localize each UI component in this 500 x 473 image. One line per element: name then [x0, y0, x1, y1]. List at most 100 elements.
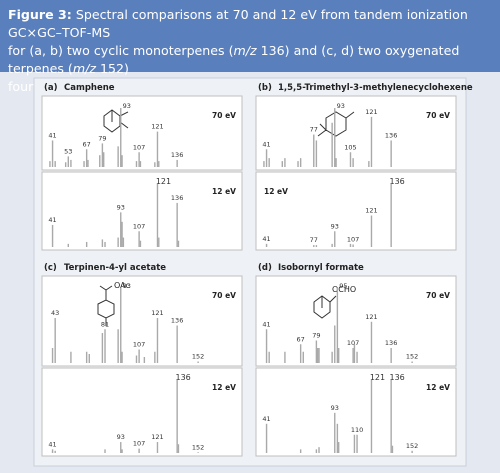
caption: for (a, b) two cyclic monoterpenes ( [8, 43, 234, 58]
peak-label: 110 [351, 426, 363, 434]
peak [337, 348, 340, 363]
caption-box: Figure 3: Spectral comparisons at 70 and… [0, 0, 500, 94]
spectrum-box [41, 95, 243, 171]
peak [268, 158, 270, 167]
peak-label: 53 [64, 147, 72, 155]
peak [263, 161, 265, 167]
caption: 136) and (c, d) two oxygenated terpenes … [8, 43, 460, 76]
energy-label: 12 eV [212, 187, 236, 196]
peak [265, 423, 268, 453]
spectrum-box [255, 171, 457, 251]
peak [51, 348, 54, 363]
peak [143, 357, 146, 363]
peak [54, 318, 56, 363]
energy-label: 12 eV [212, 383, 236, 392]
peak [334, 325, 336, 363]
peak [353, 434, 356, 453]
peak [284, 158, 286, 167]
peak-label: 121 [370, 373, 385, 382]
peak [70, 351, 72, 363]
peak [117, 329, 119, 363]
peak [331, 351, 333, 363]
peak [297, 161, 299, 167]
peak-label: 93 [117, 203, 125, 211]
peak [138, 152, 140, 167]
peak [54, 161, 56, 167]
peak-label: 105 [344, 143, 356, 151]
spectrum-box [255, 95, 457, 171]
peak [299, 449, 302, 453]
peak [370, 215, 373, 247]
peak [177, 240, 180, 247]
peak-label: 43 [51, 309, 59, 317]
peak [177, 444, 180, 453]
peak-label: 121 [156, 177, 171, 186]
peak [103, 152, 105, 167]
peak [176, 202, 178, 247]
peak-label: 77 [310, 126, 318, 134]
structure-label: OCHO [332, 285, 356, 294]
peak [353, 344, 356, 363]
peak-label: 41 [48, 216, 56, 224]
peak-label: 67 [297, 335, 305, 343]
peak [67, 156, 69, 167]
peak [67, 243, 69, 247]
peak-label: 95 [339, 282, 347, 290]
peak-label: 93 [331, 222, 339, 230]
caption: 152) [95, 61, 129, 76]
peak-label: 41 [262, 140, 270, 148]
peak [138, 231, 140, 247]
peak [370, 321, 373, 363]
peak [158, 237, 160, 247]
peak [352, 244, 354, 247]
peak [88, 354, 90, 363]
peak-label: 107 [347, 339, 359, 347]
peak [265, 149, 268, 167]
peak [331, 122, 333, 167]
peak-label: 93 [331, 404, 339, 412]
peak [85, 351, 88, 363]
peak [313, 245, 315, 247]
peak-label: 41 [48, 131, 56, 139]
peak [117, 237, 119, 247]
peak-label: 77 [310, 236, 318, 244]
peak [318, 348, 320, 363]
peak [121, 155, 123, 167]
peak [368, 161, 370, 167]
peak [120, 288, 122, 363]
peak [101, 143, 104, 167]
peak [104, 241, 106, 247]
peak [121, 351, 123, 363]
spectrum-box [255, 275, 457, 367]
peak-label: 41 [262, 320, 270, 328]
peak [265, 243, 268, 247]
peak-label: 136 [385, 131, 397, 139]
peak [284, 351, 286, 363]
peak [176, 159, 178, 167]
peak-label: 152 [406, 442, 418, 450]
panel-title: Camphene [64, 83, 115, 93]
peak-label: 136 [390, 177, 405, 186]
peak [101, 239, 104, 247]
spectrum-box [255, 367, 457, 457]
panel-label: (c) [44, 263, 57, 273]
peak [268, 351, 270, 363]
panel-label: (a) [44, 83, 58, 93]
peak-label: 93 [123, 282, 131, 290]
energy-label: 70 eV [212, 291, 236, 300]
peak [117, 146, 119, 167]
structure [313, 295, 337, 319]
peak [313, 134, 315, 167]
peak [121, 221, 123, 247]
peak [154, 162, 156, 167]
energy-label: 12 eV [426, 383, 450, 392]
peak [315, 340, 318, 363]
peak [64, 162, 67, 167]
peak-label: 152 [192, 353, 204, 361]
peak [156, 184, 159, 247]
peak [51, 449, 54, 453]
peak [85, 149, 88, 167]
peak-label: 107 [347, 235, 359, 243]
peak-label: 41 [48, 440, 56, 448]
